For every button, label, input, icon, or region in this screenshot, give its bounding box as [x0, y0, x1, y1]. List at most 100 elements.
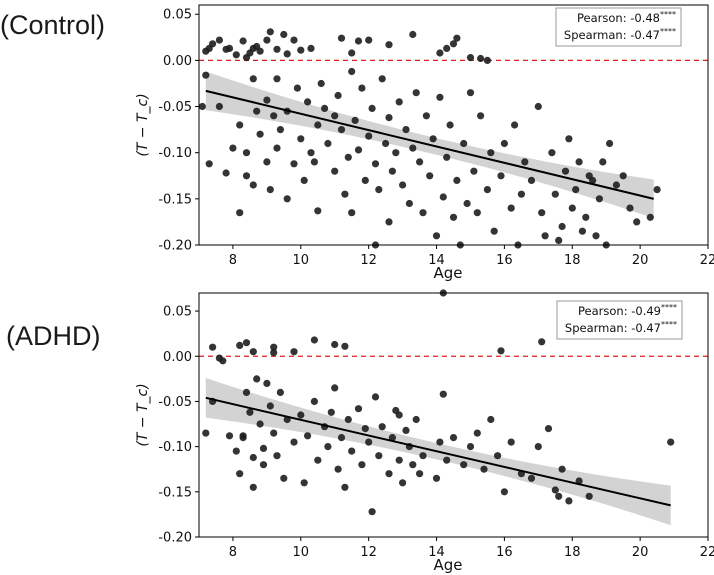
legend-spearman-value: Spearman: -0.47	[564, 28, 660, 42]
data-point	[558, 465, 566, 473]
data-point	[395, 411, 403, 419]
x-tick-label: 14	[428, 545, 445, 560]
data-point	[463, 199, 471, 208]
data-point	[354, 37, 363, 45]
data-point	[500, 139, 508, 148]
legend-pearson: Pearson: -0.48****	[577, 10, 676, 25]
x-axis-label-adhd: Age	[433, 556, 462, 574]
data-point	[202, 71, 210, 79]
data-point	[412, 415, 420, 424]
legend-adhd: Pearson: -0.49****Spearman: -0.47****	[556, 300, 683, 340]
data-point	[429, 135, 437, 143]
data-point	[517, 190, 526, 198]
data-point	[225, 44, 234, 53]
data-point	[500, 488, 508, 496]
data-point	[392, 149, 400, 157]
y-tick-label: 0.00	[163, 54, 192, 69]
data-point	[572, 186, 580, 194]
data-point	[242, 339, 251, 347]
data-point	[354, 405, 363, 413]
data-point	[436, 93, 444, 101]
data-point	[344, 415, 352, 424]
x-tick-label: 8	[229, 545, 237, 560]
data-point	[337, 126, 346, 134]
data-point	[490, 227, 498, 235]
data-point	[310, 336, 318, 344]
data-point	[310, 397, 318, 405]
data-point	[385, 218, 393, 226]
data-point	[300, 176, 308, 184]
data-point	[527, 474, 536, 482]
data-point	[466, 89, 475, 97]
data-point	[439, 193, 447, 201]
data-point	[473, 209, 481, 217]
x-tick-label: 16	[496, 253, 513, 268]
data-point	[555, 236, 563, 244]
data-point	[310, 158, 318, 166]
y-axis-label-text: (T − T_c)	[135, 93, 151, 156]
data-point	[219, 357, 227, 365]
data-point	[205, 160, 213, 168]
data-point	[256, 420, 264, 428]
data-point	[232, 447, 240, 455]
data-point	[293, 84, 301, 92]
x-tick-label: 20	[632, 253, 649, 268]
data-point	[246, 408, 254, 416]
data-point	[344, 153, 352, 161]
data-point	[399, 479, 407, 487]
panel-control: (Control) 8 10 12 14 16 18 20 22 0.05 0.00 -0.05 -…	[0, 4, 714, 282]
data-point	[365, 36, 373, 44]
data-point	[527, 176, 536, 184]
data-point	[334, 91, 342, 100]
data-point	[317, 79, 325, 88]
x-tick-label: 22	[700, 545, 714, 560]
data-point	[270, 349, 278, 357]
data-point	[487, 149, 495, 157]
y-axis-label-control: (T − T_c)	[135, 93, 151, 156]
data-point	[348, 49, 356, 57]
data-point	[215, 36, 223, 44]
legend-pearson-value: Pearson: -0.49	[578, 304, 661, 318]
data-point	[449, 434, 458, 442]
data-point	[422, 112, 430, 120]
x-tick-label: 12	[360, 253, 377, 268]
data-point	[236, 341, 244, 349]
data-point	[568, 204, 576, 212]
data-point	[256, 130, 264, 138]
data-point	[263, 96, 271, 104]
y-axis-ticks-adhd: 0.05 0.00 -0.05 -0.10 -0.15 -0.20	[158, 305, 199, 546]
data-point	[449, 40, 458, 48]
data-point	[477, 54, 485, 63]
data-point	[510, 121, 519, 129]
data-point	[548, 149, 556, 157]
data-point	[388, 434, 396, 442]
data-point	[443, 153, 451, 161]
data-point	[388, 167, 396, 175]
group-label-adhd: (ADHD)	[6, 321, 101, 351]
data-point	[402, 126, 410, 134]
data-point	[551, 486, 559, 494]
data-point	[443, 456, 451, 464]
x-tick-label: 18	[564, 253, 581, 268]
data-point	[534, 443, 542, 451]
data-point	[198, 102, 206, 111]
x-tick-label: 18	[564, 545, 581, 560]
data-point	[399, 181, 407, 189]
data-point	[419, 209, 427, 217]
data-point	[209, 40, 217, 48]
legend-spearman-value: Spearman: -0.47	[565, 321, 661, 335]
panel-adhd: (ADHD) 8 10 12 14 16 18 20 22 0.05 0.00 -0.05 -0.1…	[6, 289, 714, 574]
data-point	[209, 343, 217, 351]
data-point	[409, 30, 417, 39]
data-point	[405, 199, 413, 208]
data-point	[619, 172, 627, 180]
data-point	[633, 218, 641, 226]
data-point	[273, 75, 281, 83]
data-point	[324, 443, 332, 451]
data-point	[225, 432, 234, 440]
data-point	[266, 28, 274, 36]
x-tick-label: 8	[229, 253, 237, 268]
data-point	[470, 167, 478, 175]
y-tick-label: -0.15	[158, 192, 192, 207]
data-point	[477, 112, 485, 120]
